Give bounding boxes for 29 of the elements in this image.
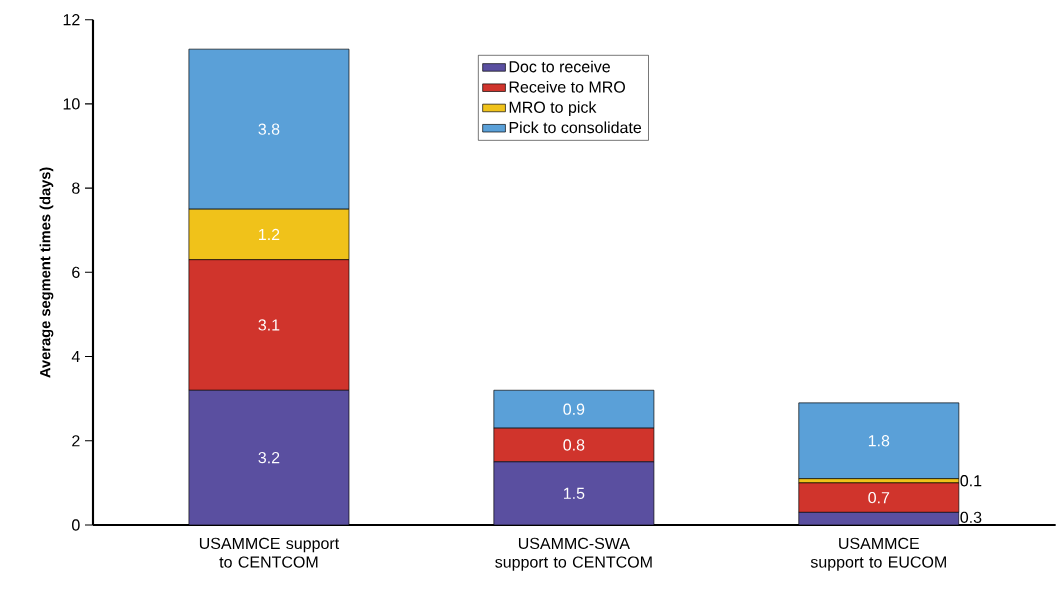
data-label: 3.1	[258, 319, 280, 331]
y-tick-label: 4	[71, 351, 80, 363]
data-label: 0.1	[960, 475, 982, 487]
bar	[493, 461, 655, 525]
data-label: 0.9	[563, 403, 585, 415]
y-tick-label: 2	[72, 435, 80, 447]
x-tick-label: USAMMCE support to EUCOM	[810, 537, 946, 571]
data-label: 3.8	[258, 123, 280, 135]
data-label: 0.3	[960, 511, 982, 523]
y-tick-label: 8	[72, 182, 80, 194]
data-label: 0.8	[563, 439, 585, 451]
legend-label: Receive to MRO	[509, 80, 625, 93]
data-label: 0.7	[868, 491, 890, 504]
data-label: 1.2	[259, 228, 280, 241]
bar	[798, 402, 960, 480]
data-label: 1.5	[563, 487, 585, 499]
data-label: 3.2	[258, 451, 280, 464]
y-tick-label: 10	[63, 98, 80, 110]
legend-label: MRO to pick	[509, 101, 597, 117]
bar	[188, 389, 350, 525]
x-tick-label: USAMMCE support to CENTCOM	[199, 537, 340, 568]
x-tick-label: USAMMC-SWA support to CENTCOM	[495, 537, 652, 571]
y-tick-label: 12	[63, 14, 80, 26]
y-tick-label: 0	[72, 519, 80, 531]
legend-label: Doc to receive	[509, 60, 610, 73]
y-axis-title: Average segment times (days)	[39, 167, 54, 378]
y-tick-label: 6	[72, 266, 80, 278]
data-label: 1.8	[868, 435, 890, 447]
legend-label: Pick to consolidate	[509, 121, 642, 134]
